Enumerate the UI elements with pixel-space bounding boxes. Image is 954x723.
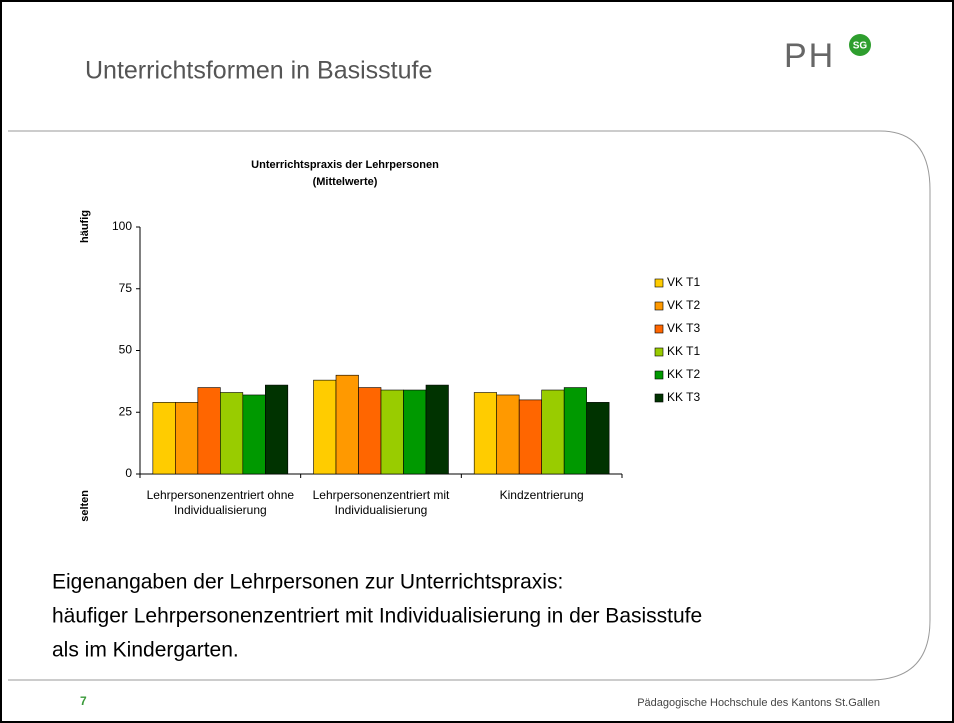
caption-line: Eigenangaben der Lehrpersonen zur Unterr… <box>52 571 563 594</box>
bar <box>473 392 497 475</box>
bar <box>403 389 427 475</box>
legend-label: KK T2 <box>667 367 700 381</box>
logo-text: PH <box>784 37 835 75</box>
y-label-bottom: selten <box>79 490 91 522</box>
bar <box>380 389 404 475</box>
legend-swatch <box>654 301 664 311</box>
logo-badge-text: SG <box>853 41 868 52</box>
legend-label: VK T1 <box>667 275 700 289</box>
legend-swatch <box>654 278 664 288</box>
bar <box>541 389 565 475</box>
x-tick-label: Lehrpersonenzentriert ohne Individualisi… <box>146 488 295 517</box>
bar <box>197 387 221 475</box>
page-number: 7 <box>80 694 87 708</box>
bar <box>313 379 337 475</box>
slide-title: Unterrichtsformen in Basisstufe <box>85 57 432 85</box>
bar <box>335 374 359 475</box>
legend-label: KK T1 <box>667 344 700 358</box>
legend-label: KK T3 <box>667 390 700 404</box>
y-label-top: häufig <box>79 210 91 243</box>
bar <box>265 384 289 475</box>
x-tick-label: Lehrpersonenzentriert mit Individualisie… <box>312 488 450 517</box>
bar <box>425 384 449 475</box>
bar <box>518 399 542 475</box>
y-tick-label: 75 <box>119 281 133 295</box>
bar <box>586 402 610 475</box>
y-tick-label: 100 <box>112 219 132 233</box>
x-tick-label: Kindzentrierung <box>499 488 584 502</box>
bar <box>242 394 266 475</box>
legend-swatch <box>654 347 664 357</box>
chart-subtitle: (Mittelwerte) <box>313 176 378 188</box>
footer-institution: Pädagogische Hochschule des Kantons St.G… <box>637 697 880 709</box>
bar <box>563 387 587 475</box>
caption-line: häufiger Lehrpersonenzentriert mit Indiv… <box>52 605 702 628</box>
y-tick-label: 0 <box>125 466 132 480</box>
logo-badge <box>849 34 871 56</box>
legend-swatch <box>654 370 664 380</box>
bar <box>175 402 199 475</box>
legend-label: VK T3 <box>667 321 700 335</box>
chart-title: Unterrichtspraxis der Lehrpersonen <box>251 159 439 171</box>
legend-swatch <box>654 393 664 403</box>
bar <box>220 392 244 475</box>
y-tick-label: 50 <box>119 343 133 357</box>
y-tick-label: 25 <box>119 404 133 418</box>
bar <box>358 387 382 475</box>
legend-label: VK T2 <box>667 298 700 312</box>
content-frame <box>8 130 931 681</box>
bar <box>152 402 176 475</box>
legend-swatch <box>654 324 664 334</box>
bar <box>496 394 520 475</box>
caption-line: als im Kindergarten. <box>52 639 239 662</box>
